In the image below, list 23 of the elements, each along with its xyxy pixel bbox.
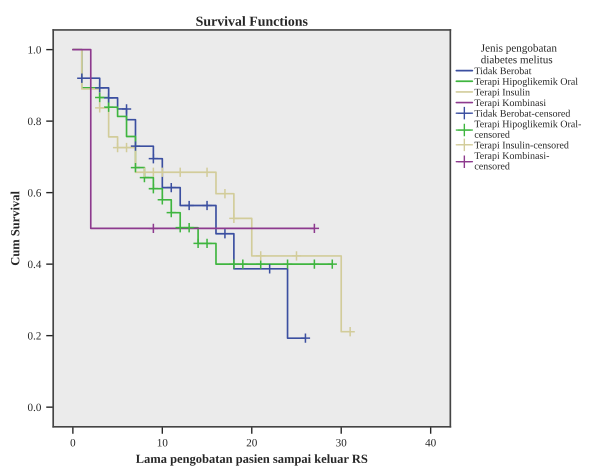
y-tick-label: 1.0 (28, 46, 41, 54)
x-tick-label: 40 (425, 438, 436, 446)
x-axis-title: Lama pengobatan pasien sampai keluar RS (136, 454, 368, 466)
legend-label: Terapi Kombinasi- censored (474, 152, 550, 170)
legend-label: Tidak Berobat-censored (474, 110, 570, 117)
x-tick-label: 0 (70, 438, 76, 446)
y-tick-label: 0.6 (28, 189, 42, 197)
y-tick-label: 0.0 (28, 404, 41, 412)
x-tick-label: 20 (246, 438, 257, 446)
legend-label: Tidak Berobat (474, 67, 532, 74)
legend-label: Terapi Hipoglikemik Oral- censored (474, 120, 582, 138)
y-tick-label: 0.8 (28, 118, 41, 126)
y-tick-label: 0.2 (28, 332, 41, 340)
legend-label: Terapi Hipoglikemik Oral (474, 78, 578, 87)
x-tick-label: 10 (158, 438, 168, 446)
legend-label: Terapi Kombinasi (474, 99, 546, 108)
chart-title: Survival Functions (196, 16, 308, 26)
legend-title: Jenis pengobatan diabetes melitus (480, 44, 557, 64)
legend-label: Terapi Insulin-censored (474, 141, 569, 150)
legend-label: Terapi Insulin (474, 88, 530, 98)
y-tick-label: 0.4 (28, 260, 42, 268)
y-axis-title: Cum Survival (10, 191, 20, 266)
x-tick-label: 30 (336, 438, 346, 446)
